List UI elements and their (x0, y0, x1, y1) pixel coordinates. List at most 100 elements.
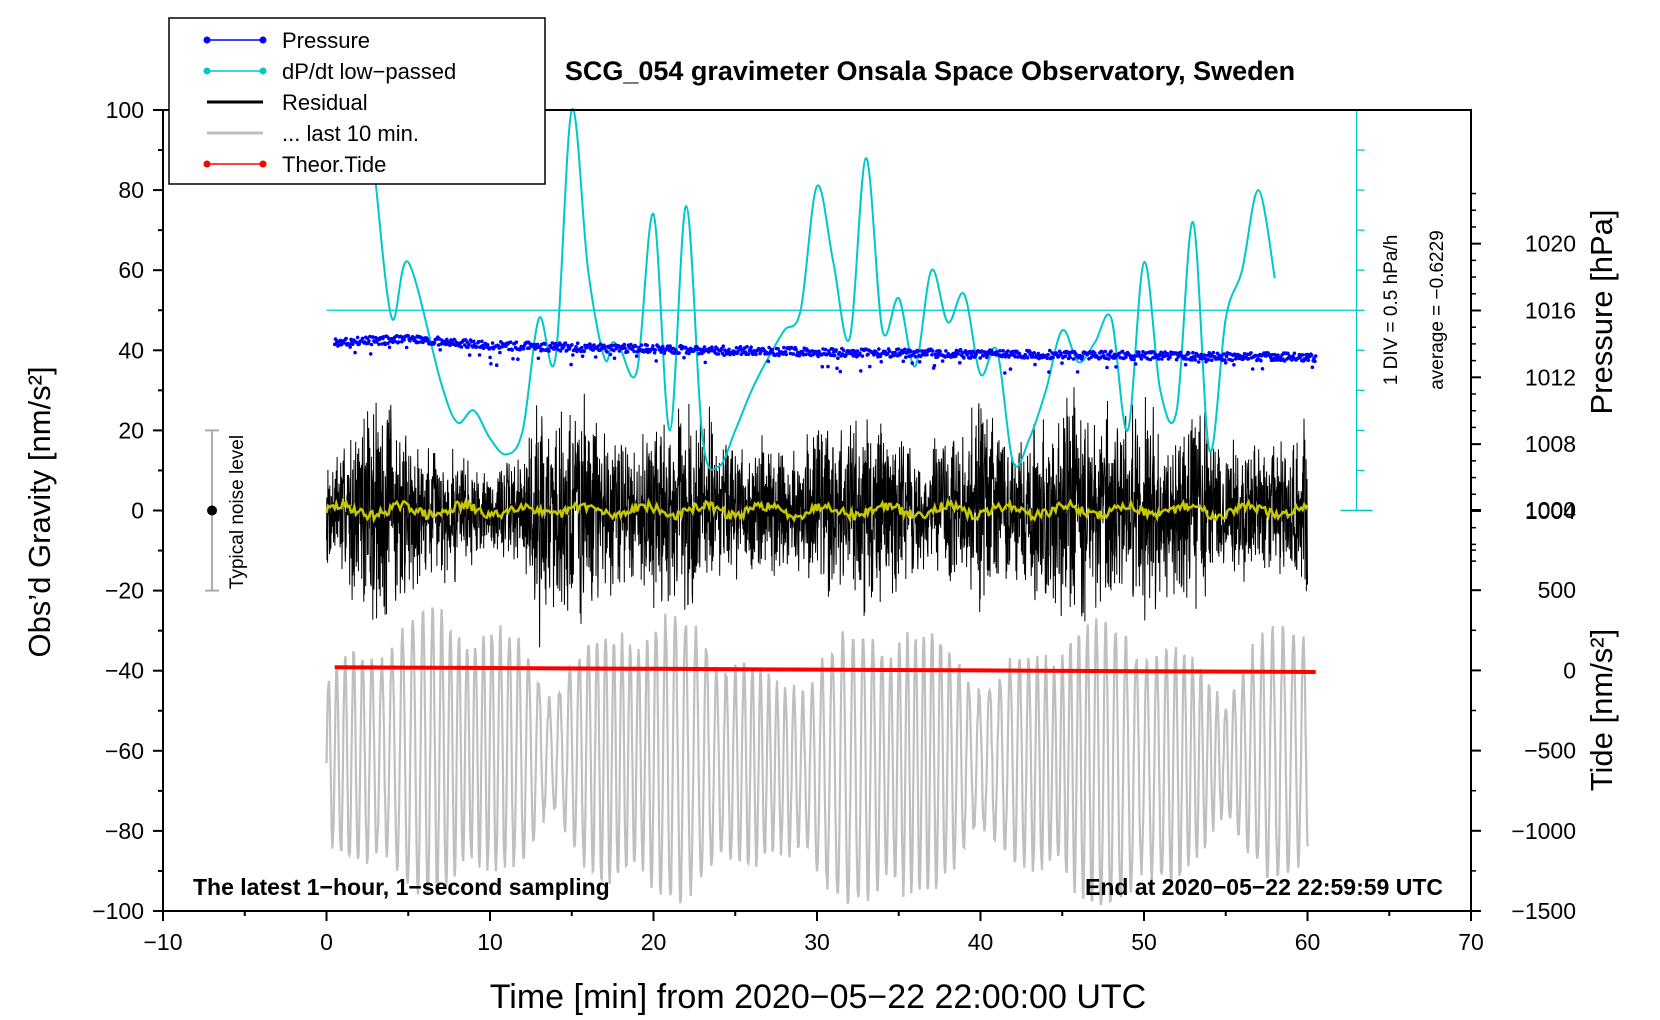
pressure-point (1063, 354, 1068, 359)
pressure-point (1051, 355, 1055, 360)
pressure-point (489, 362, 493, 366)
pressure-point (538, 345, 542, 350)
x-tick-label: 0 (320, 929, 333, 955)
pressure-point (1300, 353, 1305, 357)
tide-tick-label: 0 (1563, 657, 1576, 683)
pressure-point (1163, 350, 1167, 354)
pressure-point (365, 336, 370, 341)
tide-tick-label: −1500 (1511, 898, 1576, 924)
pressure-series (332, 333, 1318, 375)
pressure-point (1032, 351, 1036, 355)
x-tick-label: 40 (968, 929, 994, 955)
pressure-point (543, 342, 547, 346)
pressure-point (727, 347, 731, 352)
pressure-point (511, 357, 515, 361)
pressure-point (1210, 358, 1214, 363)
pressure-point (1206, 358, 1211, 362)
pressure-point (745, 344, 749, 349)
pressure-point (596, 344, 600, 349)
pressure-point (1183, 362, 1188, 367)
legend-label: Residual (282, 90, 368, 115)
pressure-point (960, 350, 964, 355)
pressure-point (377, 342, 381, 347)
pressure-point (608, 352, 613, 357)
pressure-point (1133, 362, 1138, 366)
y-tick-label: −20 (105, 578, 144, 604)
pressure-point (1033, 362, 1037, 367)
pressure-point (826, 364, 830, 369)
pressure-point (935, 355, 940, 359)
pressure-point (1276, 353, 1280, 358)
pressure-point (488, 355, 492, 360)
pressure-point (878, 354, 883, 359)
pressure-point (1249, 351, 1253, 355)
tide-tick-label: −1000 (1511, 818, 1576, 844)
pressure-point (1178, 350, 1183, 355)
pressure-point (1139, 357, 1144, 361)
y-axis-label-gravity-text: Obs’d Gravity [nm/s²] (22, 366, 57, 657)
pressure-point (925, 352, 929, 357)
x-tick-label: 50 (1131, 929, 1157, 955)
pressure-point (823, 347, 828, 352)
pressure-point (1059, 351, 1063, 356)
pressure-point (1184, 357, 1189, 361)
pressure-point (710, 345, 714, 350)
x-tick-label: 10 (477, 929, 503, 955)
pressure-point (591, 348, 595, 352)
pressure-point (1192, 355, 1197, 359)
pressure-point (536, 356, 541, 361)
x-tick-label: 30 (804, 929, 830, 955)
pressure-point (1080, 354, 1085, 359)
pressure-point (1250, 367, 1255, 371)
pressure-point (490, 341, 495, 345)
pressure-point (953, 354, 958, 359)
pressure-point (1105, 365, 1109, 370)
pressure-point (1196, 360, 1201, 364)
dpdt-average-label: average = −0.6229 (1427, 230, 1448, 390)
pressure-point (1114, 365, 1118, 369)
pressure-point (494, 363, 499, 368)
pressure-point (1008, 367, 1013, 371)
y-axis-label-pressure: Pressure [hPa] (1584, 209, 1619, 414)
pressure-point (485, 343, 490, 347)
pressure-point (962, 356, 966, 360)
y-tick-label: 0 (131, 498, 144, 524)
pressure-tick-label: 1016 (1525, 297, 1576, 323)
pressure-point (574, 344, 578, 349)
pressure-point (645, 343, 649, 348)
bottom-right-note: End at 2020−05−22 22:59:59 UTC (1085, 874, 1443, 900)
pressure-point (575, 341, 580, 346)
tide-tick-label: 500 (1538, 577, 1576, 603)
pressure-point (521, 346, 526, 351)
pressure-point (1093, 351, 1097, 355)
pressure-point (467, 353, 472, 357)
pressure-point (1001, 348, 1005, 353)
pressure-point (634, 344, 638, 349)
pressure-point (629, 342, 633, 347)
pressure-point (855, 349, 860, 353)
pressure-point (1106, 357, 1111, 361)
pressure-point (917, 360, 922, 364)
pressure-point (913, 355, 918, 359)
y-tick-label: 100 (106, 97, 144, 123)
pressure-point (1148, 357, 1153, 362)
pressure-point (360, 336, 365, 341)
pressure-point (1048, 348, 1052, 353)
pressure-point (516, 357, 520, 362)
pressure-point (838, 369, 843, 374)
pressure-point (1025, 355, 1030, 360)
pressure-point (958, 347, 963, 352)
pressure-point (406, 334, 411, 338)
chart-title: SCG_054 gravimeter Onsala Space Observat… (565, 56, 1295, 86)
pressure-point (831, 347, 835, 351)
pressure-point (1120, 349, 1125, 354)
pressure-point (860, 354, 865, 358)
pressure-point (654, 359, 658, 363)
noise-bar-center (207, 505, 218, 516)
pressure-point (791, 352, 796, 356)
x-tick-label: −10 (143, 929, 182, 955)
legend-marker (203, 67, 211, 75)
legend-label: Theor.Tide (282, 152, 386, 177)
pressure-point (1046, 352, 1050, 357)
pressure-point (758, 351, 762, 356)
